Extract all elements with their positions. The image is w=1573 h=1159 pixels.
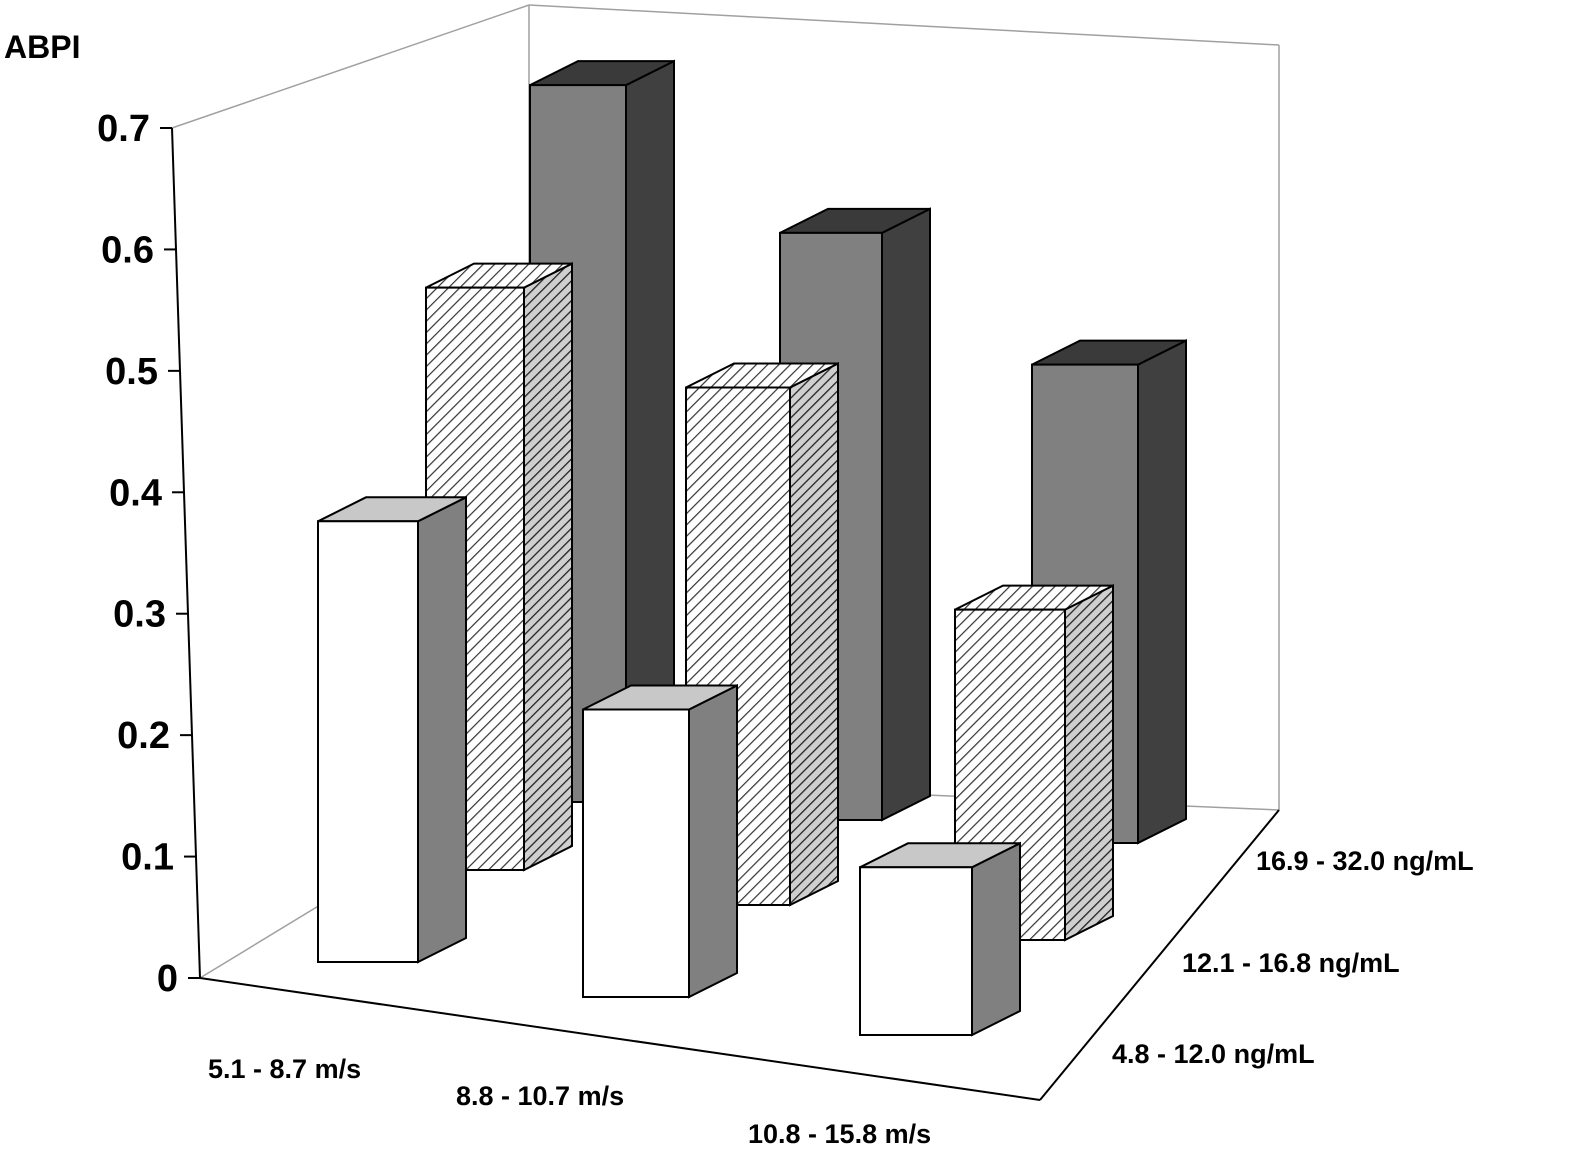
y-tick-label: 0.3 <box>113 594 166 636</box>
bar-side-face <box>881 207 931 822</box>
bar-side-face <box>523 261 573 872</box>
side-wall-top-edge <box>171 4 530 129</box>
bar-side-face <box>688 683 738 999</box>
y-axis-line <box>171 127 201 979</box>
x-tick-label: 10.8 - 15.8 m/s <box>748 1119 931 1149</box>
bar-side-face <box>789 361 839 907</box>
bar-front-face <box>582 708 690 998</box>
y-tick-label: 0.4 <box>109 472 162 514</box>
bar <box>859 841 1021 1037</box>
x-axis-labels: 5.1 - 8.7 m/s 8.8 - 10.7 m/s 10.8 - 15.8… <box>208 1054 931 1149</box>
bar-side-face <box>1137 338 1187 845</box>
y-tick-label: 0.5 <box>105 351 158 393</box>
bars <box>317 59 1187 1037</box>
bar-side-face <box>971 841 1021 1037</box>
x-tick-label: 5.1 - 8.7 m/s <box>208 1054 361 1084</box>
depth-tick-label: 16.9 - 32.0 ng/mL <box>1256 846 1474 876</box>
bar-side-face <box>417 495 467 964</box>
bar <box>317 495 467 964</box>
depth-tick-label: 4.8 - 12.0 ng/mL <box>1112 1039 1315 1069</box>
y-axis-title: ABPI <box>4 29 80 65</box>
depth-axis-line <box>1039 809 1280 1101</box>
y-axis-labels: 0 0.1 0.2 0.3 0.4 0.5 0.6 0.7 <box>97 108 178 1000</box>
bar-side-face <box>1064 583 1114 942</box>
depth-tick-label: 12.1 - 16.8 ng/mL <box>1182 948 1400 978</box>
depth-axis-labels: 4.8 - 12.0 ng/mL 12.1 - 16.8 ng/mL 16.9 … <box>1112 846 1474 1069</box>
bar <box>582 683 738 999</box>
y-tick-label: 0 <box>157 958 178 1000</box>
y-tick-label: 0.6 <box>101 229 154 271</box>
bar-front-face <box>317 520 419 963</box>
x-tick-label: 8.8 - 10.7 m/s <box>456 1081 624 1111</box>
x-axis-line <box>199 977 1041 1101</box>
y-axis-ticks <box>160 127 200 979</box>
y-tick-label: 0.2 <box>117 715 170 757</box>
back-wall-top-edge <box>528 4 1280 46</box>
y-tick-label: 0.1 <box>121 837 174 879</box>
bar-front-face <box>859 866 973 1036</box>
y-tick-label: 0.7 <box>97 108 150 150</box>
